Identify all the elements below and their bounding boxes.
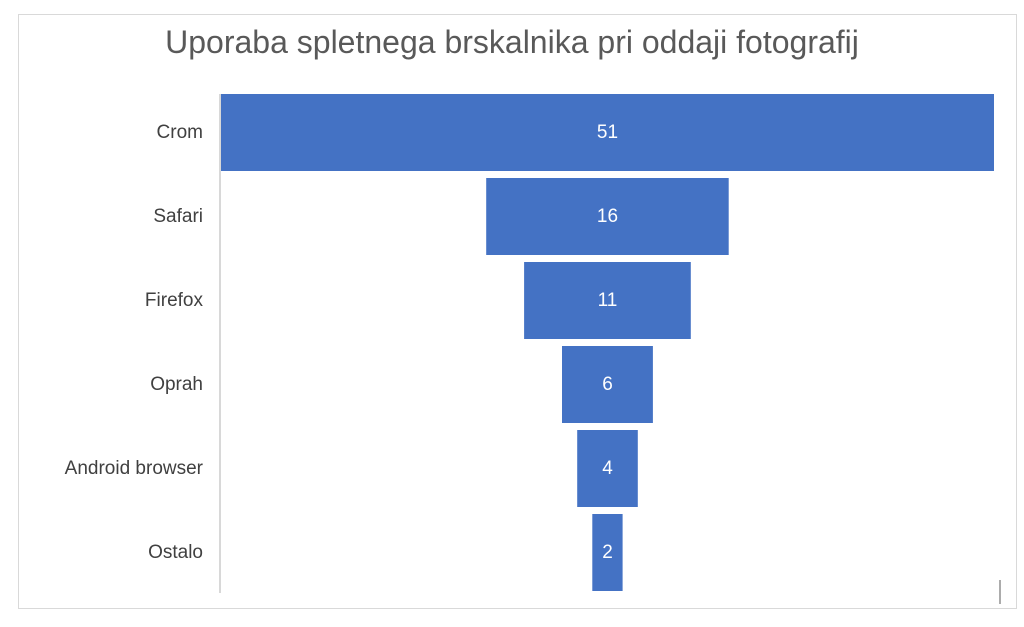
bar-value-label: 16 xyxy=(597,206,618,227)
category-label: Oprah xyxy=(150,374,203,395)
bar-value-label: 51 xyxy=(597,122,618,143)
funnel-bar xyxy=(221,94,994,171)
bars-layer xyxy=(221,94,994,591)
funnel-bar xyxy=(562,346,653,423)
bar-value-label: 11 xyxy=(598,290,618,311)
category-label: Firefox xyxy=(145,290,204,311)
category-label: Ostalo xyxy=(148,542,203,563)
bar-value-label: 6 xyxy=(602,374,613,395)
category-label: Android browser xyxy=(65,458,204,479)
bar-value-label: 2 xyxy=(602,542,613,563)
funnel-bar xyxy=(577,430,638,507)
category-labels: Crom Safari Firefox Oprah Android browser Ost… xyxy=(65,122,204,563)
funnel-bar xyxy=(592,514,623,591)
value-labels: 51 16 11 6 4 2 xyxy=(597,122,618,563)
category-label: Safari xyxy=(153,206,203,227)
funnel-bar xyxy=(524,262,691,339)
category-label: Crom xyxy=(157,122,203,143)
bar-value-label: 4 xyxy=(602,458,613,479)
chart-title: Uporaba spletnega brskalnika pri oddaji … xyxy=(165,24,859,60)
funnel-bar xyxy=(486,178,729,255)
